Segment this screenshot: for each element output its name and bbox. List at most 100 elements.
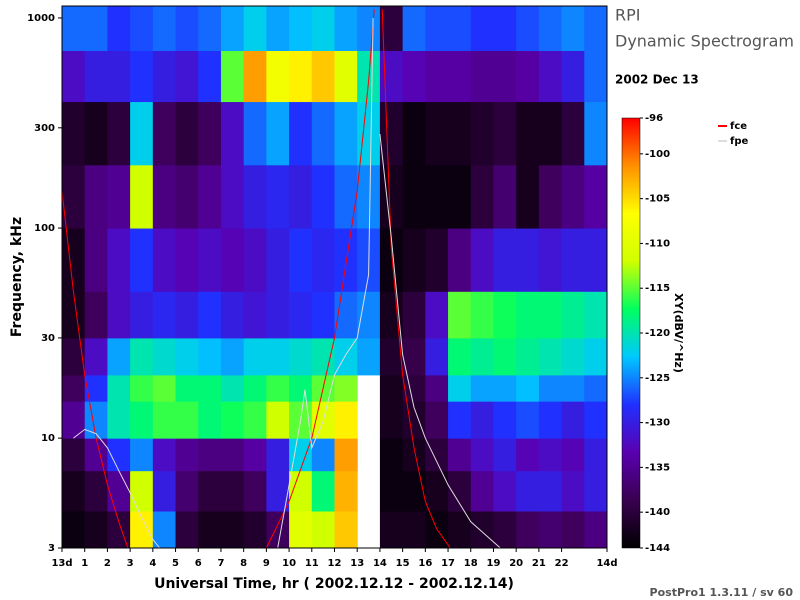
x-tick-label: 7 (217, 558, 224, 569)
heatmap-cell (425, 164, 449, 229)
heatmap-cell (538, 337, 563, 376)
heatmap-cell (402, 50, 426, 103)
heatmap-cell (130, 374, 154, 402)
heatmap-cell (493, 291, 517, 339)
heatmap-cell (584, 401, 607, 439)
heatmap-cell (334, 337, 358, 376)
heatmap-cell (266, 401, 290, 439)
heatmap-cell (448, 6, 472, 51)
heatmap-cell (107, 291, 131, 339)
heatmap-cell (311, 101, 335, 166)
heatmap-cell (84, 438, 108, 472)
heatmap-cell (379, 6, 404, 51)
heatmap-cell (470, 374, 494, 402)
heatmap-cell (379, 438, 404, 472)
heatmap-cell (107, 337, 131, 376)
heatmap-cell (152, 50, 177, 103)
heatmap-cell (220, 337, 245, 376)
heatmap-cell (130, 291, 154, 339)
heatmap-cell (107, 401, 131, 439)
heatmap-cell (243, 6, 267, 51)
heatmap-cell (220, 438, 245, 472)
x-tick-label: 18 (464, 558, 478, 569)
heatmap-cell (425, 228, 449, 292)
heatmap-cell (175, 101, 199, 166)
heatmap-cell (538, 164, 563, 229)
heatmap-cell (220, 50, 245, 103)
heatmap-cell (175, 164, 199, 229)
heatmap-cell (470, 50, 494, 103)
legend-label: fpe (730, 136, 749, 147)
x-tick-label: 17 (441, 558, 455, 569)
heatmap-cell (538, 401, 563, 439)
y-tick-label: 3 (48, 543, 55, 554)
heatmap-cell (334, 511, 358, 548)
y-tick-label: 300 (34, 123, 55, 134)
heatmap-cell (289, 511, 313, 548)
colorbar-tick-label: -120 (645, 328, 670, 339)
heatmap-cell (584, 511, 607, 548)
heatmap-cell (470, 511, 494, 548)
heatmap-cell (289, 374, 313, 402)
heatmap-cell (198, 228, 222, 292)
heatmap-cell (516, 438, 540, 472)
heatmap-cell (402, 337, 426, 376)
heatmap-cell (84, 337, 108, 376)
heatmap-cell (516, 337, 540, 376)
heatmap-cell (152, 337, 177, 376)
heatmap-cell (130, 101, 154, 166)
heatmap-cell (107, 470, 131, 512)
heatmap-cell (220, 101, 245, 166)
heatmap-cell (311, 50, 335, 103)
heatmap-cell (311, 6, 335, 51)
colorbar-tick-label: -96 (645, 113, 663, 124)
heatmap-cell (584, 6, 607, 51)
heatmap-cell (220, 401, 245, 439)
heatmap-cell (311, 470, 335, 512)
heatmap-cell (152, 401, 177, 439)
x-tick-label: 5 (172, 558, 179, 569)
heatmap-cell (402, 228, 426, 292)
heatmap-cell (198, 50, 222, 103)
heatmap-cell (311, 164, 335, 229)
legend-label: fce (730, 121, 747, 132)
heatmap-cell (289, 164, 313, 229)
heatmap-cell (175, 50, 199, 103)
heatmap-cell (379, 337, 404, 376)
heatmap-cell (561, 164, 585, 229)
heatmap-cell (538, 101, 563, 166)
heatmap-cell (266, 470, 290, 512)
heatmap-cell (538, 6, 563, 51)
heatmap-cell (175, 438, 199, 472)
colorbar-tick-label: -140 (645, 507, 670, 518)
heatmap-cell (470, 228, 494, 292)
x-tick-label: 9 (263, 558, 270, 569)
heatmap-cell (311, 228, 335, 292)
heatmap-cell (266, 6, 290, 51)
heatmap-cell (448, 438, 472, 472)
heatmap-cell (334, 374, 358, 402)
heatmap-cell (516, 401, 540, 439)
heatmap-cell (334, 101, 358, 166)
heatmap-cell (516, 6, 540, 51)
heatmap-cell (402, 101, 426, 166)
heatmap-cell (107, 438, 131, 472)
heatmap-cell (561, 401, 585, 439)
heatmap-cell (266, 50, 290, 103)
x-tick-label: 4 (149, 558, 156, 569)
heatmap-cell (243, 164, 267, 229)
heatmap-cell (493, 438, 517, 472)
heatmap-cell (62, 470, 86, 512)
x-tick-label: 8 (240, 558, 247, 569)
x-tick-label: 12 (328, 558, 342, 569)
heatmap-cell (243, 511, 267, 548)
heatmap-cell (84, 291, 108, 339)
heatmap-cell (152, 511, 177, 548)
heatmap-cell (220, 470, 245, 512)
y-tick-label: 10 (41, 433, 55, 444)
heatmap-cell (243, 401, 267, 439)
heatmap-cell (152, 438, 177, 472)
heatmap-cell (425, 291, 449, 339)
colorbar-label: XY(dBV/^Hz) (672, 293, 685, 373)
heatmap-cell (470, 337, 494, 376)
